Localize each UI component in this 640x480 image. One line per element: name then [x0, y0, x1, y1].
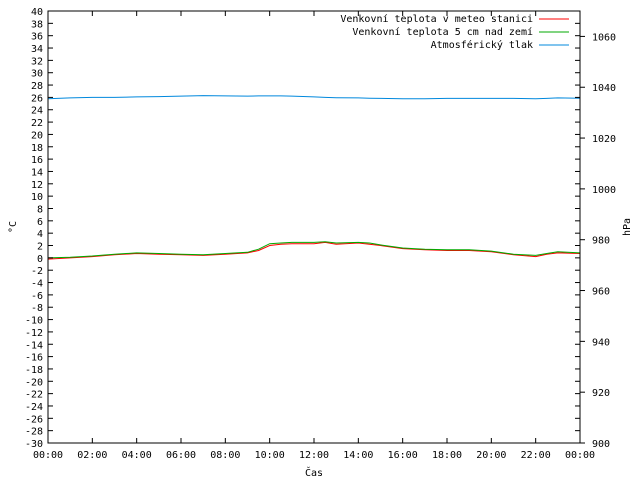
y-right-tick-label: 900 [592, 439, 610, 450]
y-left-tick-label: -28 [25, 427, 43, 438]
y-left-axis-title: °C [8, 221, 19, 233]
y-left-tick-label: 34 [31, 44, 43, 55]
x-tick-label: 02:00 [77, 450, 107, 461]
y-right-axis-title: hPa [622, 218, 633, 236]
y-left-tick-label: -26 [25, 414, 43, 425]
x-tick-label: 18:00 [432, 450, 462, 461]
y-right-tick-label: 960 [592, 287, 610, 298]
series-line-0 [47, 241, 581, 260]
y-left-tick-label: 24 [31, 106, 43, 117]
y-left-tick-label: -8 [31, 303, 43, 314]
x-tick-label: 10:00 [255, 450, 285, 461]
y-left-tick-label: -12 [25, 328, 43, 339]
x-tick-label: 16:00 [388, 450, 418, 461]
y-left-tick-label: -18 [25, 365, 43, 376]
x-tick-label: 22:00 [521, 450, 551, 461]
legend-label: Venkovní teplota 5 cm nad zemí [352, 26, 533, 38]
x-tick-label: 08:00 [210, 450, 240, 461]
y-left-tick-label: 2 [37, 242, 43, 253]
y-left-tick-label: -6 [31, 291, 43, 302]
x-tick-label: 00:00 [565, 450, 595, 461]
y-right-tick-label: 980 [592, 236, 610, 247]
y-right-tick-label: 1000 [592, 185, 616, 196]
y-left-tick-label: 28 [31, 81, 43, 92]
x-tick-label: 06:00 [166, 450, 196, 461]
y-left-tick-label: 38 [31, 19, 43, 30]
y-left-tick-label: 12 [31, 180, 43, 191]
y-left-tick-label: 0 [37, 254, 43, 265]
y-left-tick-label: -24 [25, 402, 43, 413]
y-left-tick-label: -14 [25, 340, 43, 351]
y-left-tick-label: 16 [31, 155, 43, 166]
x-tick-label: 20:00 [476, 450, 506, 461]
y-left-tick-label: -22 [25, 390, 43, 401]
y-left-tick-label: 6 [37, 217, 43, 228]
legend-label: Venkovní teplota v meteo stanici [340, 13, 533, 25]
legend-label: Atmosférický tlak [431, 39, 533, 51]
y-left-tick-label: 18 [31, 143, 43, 154]
y-right-tick-label: 940 [592, 337, 610, 348]
y-left-tick-label: 32 [31, 56, 43, 67]
y-left-tick-label: -20 [25, 377, 43, 388]
y-left-tick-label: -16 [25, 353, 43, 364]
y-left-tick-label: 40 [31, 7, 43, 18]
plot-frame [47, 10, 581, 444]
y-left-tick-label: -30 [25, 439, 43, 450]
x-tick-label: 00:00 [33, 450, 63, 461]
y-left-tick-label: -4 [31, 279, 43, 290]
y-right-tick-label: 1060 [592, 32, 616, 43]
y-right-tick-label: 920 [592, 388, 610, 399]
series-line-2 [47, 95, 581, 100]
y-left-tick-label: -10 [25, 316, 43, 327]
x-tick-label: 12:00 [299, 450, 329, 461]
y-left-tick-label: 10 [31, 192, 43, 203]
y-left-tick-label: 8 [37, 204, 43, 215]
y-left-tick-label: 26 [31, 93, 43, 104]
x-tick-label: 14:00 [343, 450, 373, 461]
y-left-tick-label: 20 [31, 130, 43, 141]
y-left-tick-label: 14 [31, 167, 43, 178]
y-left-tick-label: 36 [31, 32, 43, 43]
y-left-tick-label: -2 [31, 266, 43, 277]
y-right-tick-label: 1020 [592, 134, 616, 145]
x-axis-title: Čas [305, 466, 323, 479]
series-line-1 [47, 241, 581, 259]
y-right-tick-label: 1040 [592, 83, 616, 94]
y-left-tick-label: 30 [31, 69, 43, 80]
y-left-tick-label: 22 [31, 118, 43, 129]
y-left-tick-label: 4 [37, 229, 43, 240]
x-tick-label: 04:00 [122, 450, 152, 461]
